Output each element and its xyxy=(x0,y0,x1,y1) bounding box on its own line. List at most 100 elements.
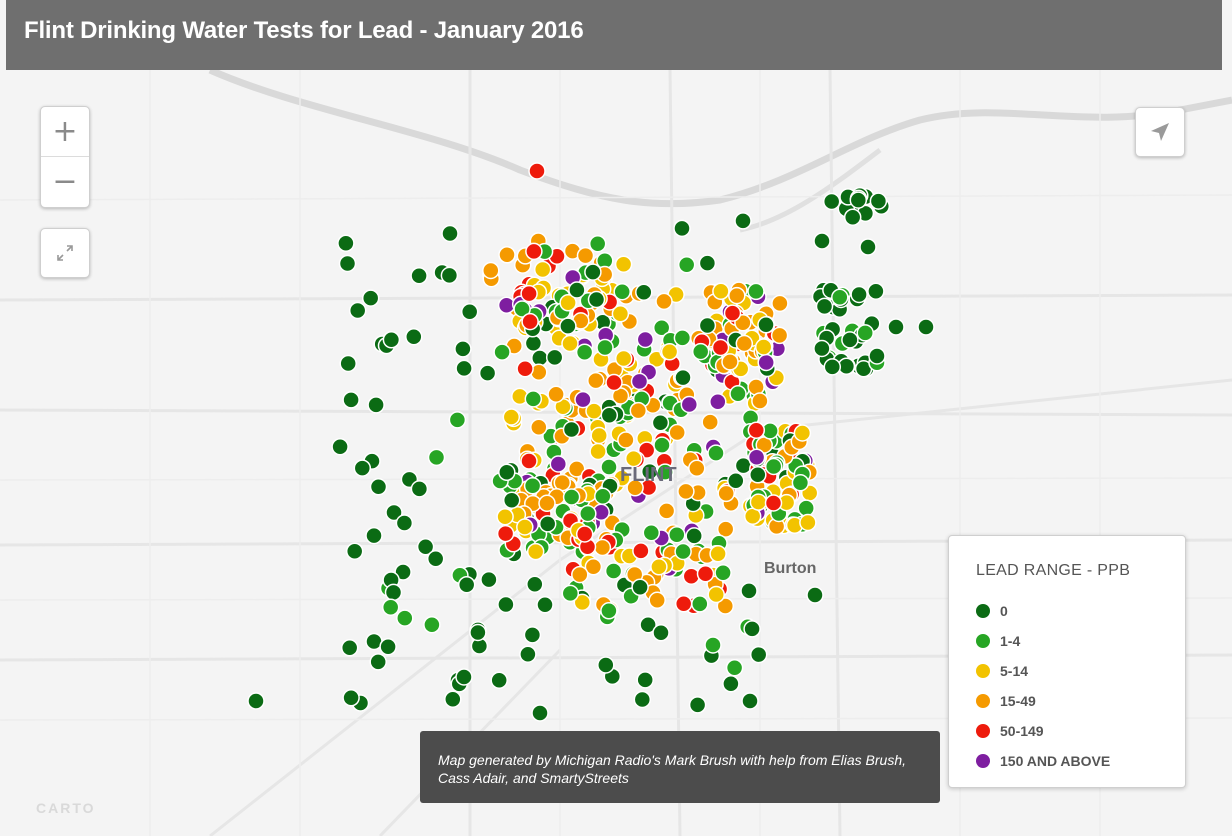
lead-test-marker[interactable] xyxy=(367,396,385,414)
lead-test-marker[interactable] xyxy=(513,300,531,318)
lead-test-marker[interactable] xyxy=(747,448,766,467)
lead-test-marker[interactable] xyxy=(843,208,862,226)
lead-test-marker[interactable] xyxy=(611,305,630,323)
lead-test-marker[interactable] xyxy=(657,502,676,520)
lead-test-marker[interactable] xyxy=(856,324,874,342)
lead-test-marker[interactable] xyxy=(668,525,686,544)
lead-test-marker[interactable] xyxy=(707,444,725,462)
lead-test-marker[interactable] xyxy=(741,692,759,710)
lead-test-marker[interactable] xyxy=(385,503,403,522)
lead-test-marker[interactable] xyxy=(728,286,746,305)
lead-test-marker[interactable] xyxy=(729,385,747,403)
lead-test-marker[interactable] xyxy=(478,364,497,382)
lead-test-marker[interactable] xyxy=(454,340,472,358)
lead-test-marker[interactable] xyxy=(600,406,619,425)
lead-test-marker[interactable] xyxy=(725,658,744,677)
zoom-out-button[interactable]: − xyxy=(52,164,78,199)
lead-test-marker[interactable] xyxy=(698,316,717,335)
lead-test-marker[interactable] xyxy=(342,689,360,707)
lead-test-marker[interactable] xyxy=(369,478,388,496)
lead-test-marker[interactable] xyxy=(519,645,537,663)
lead-test-marker[interactable] xyxy=(594,487,612,505)
lead-test-marker[interactable] xyxy=(635,283,653,302)
lead-test-marker[interactable] xyxy=(639,615,657,634)
lead-test-marker[interactable] xyxy=(648,591,666,610)
lead-test-marker[interactable] xyxy=(813,232,831,250)
lead-test-marker[interactable] xyxy=(528,162,546,180)
lead-test-marker[interactable] xyxy=(747,282,765,301)
lead-test-marker[interactable] xyxy=(410,266,428,285)
lead-test-marker[interactable] xyxy=(887,318,905,336)
lead-test-marker[interactable] xyxy=(650,558,668,576)
lead-test-marker[interactable] xyxy=(701,413,719,431)
lead-test-marker[interactable] xyxy=(538,494,556,513)
lead-test-marker[interactable] xyxy=(651,414,670,432)
lead-test-marker[interactable] xyxy=(764,494,783,512)
lead-test-marker[interactable] xyxy=(630,372,649,391)
lead-test-marker[interactable] xyxy=(600,602,618,620)
lead-test-marker[interactable] xyxy=(340,639,359,657)
lead-test-marker[interactable] xyxy=(653,436,671,454)
lead-test-marker[interactable] xyxy=(674,542,692,561)
lead-test-marker[interactable] xyxy=(791,473,810,492)
lead-test-marker[interactable] xyxy=(764,457,783,476)
lead-test-marker[interactable] xyxy=(338,254,357,273)
lead-test-marker[interactable] xyxy=(426,549,445,568)
lead-test-marker[interactable] xyxy=(797,499,815,517)
lead-test-marker[interactable] xyxy=(642,523,661,542)
lead-test-marker[interactable] xyxy=(652,319,671,337)
lead-test-marker[interactable] xyxy=(604,562,623,580)
lead-test-marker[interactable] xyxy=(749,645,768,664)
lead-test-marker[interactable] xyxy=(559,317,577,335)
lead-test-marker[interactable] xyxy=(469,623,487,642)
lead-test-marker[interactable] xyxy=(562,420,581,439)
lead-test-marker[interactable] xyxy=(723,304,742,322)
lead-test-marker[interactable] xyxy=(626,479,644,497)
lead-test-marker[interactable] xyxy=(516,518,534,536)
lead-test-marker[interactable] xyxy=(596,338,614,357)
lead-test-marker[interactable] xyxy=(525,242,543,261)
lead-test-marker[interactable] xyxy=(709,393,727,411)
lead-test-marker[interactable] xyxy=(575,525,594,543)
lead-test-marker[interactable] xyxy=(680,395,699,414)
lead-test-marker[interactable] xyxy=(530,418,548,437)
lead-test-marker[interactable] xyxy=(588,234,607,253)
lead-test-marker[interactable] xyxy=(631,578,649,596)
lead-test-marker[interactable] xyxy=(673,219,691,238)
lead-test-marker[interactable] xyxy=(813,339,831,358)
lead-test-marker[interactable] xyxy=(410,480,429,498)
lead-test-marker[interactable] xyxy=(482,261,500,280)
lead-test-marker[interactable] xyxy=(384,583,403,602)
lead-test-marker[interactable] xyxy=(617,431,635,449)
lead-test-marker[interactable] xyxy=(516,360,534,378)
lead-test-marker[interactable] xyxy=(571,565,589,584)
lead-test-marker[interactable] xyxy=(691,342,710,361)
lead-test-marker[interactable] xyxy=(394,563,412,581)
lead-test-marker[interactable] xyxy=(614,349,633,368)
lead-test-marker[interactable] xyxy=(656,463,674,481)
lead-test-marker[interactable] xyxy=(717,484,735,503)
lead-test-marker[interactable] xyxy=(545,348,564,367)
zoom-in-button[interactable]: + xyxy=(41,107,89,157)
lead-test-marker[interactable] xyxy=(559,294,577,312)
lead-test-marker[interactable] xyxy=(574,390,592,409)
lead-test-marker[interactable] xyxy=(353,459,372,477)
lead-test-marker[interactable] xyxy=(396,609,414,627)
lead-test-marker[interactable] xyxy=(770,326,789,345)
lead-test-marker[interactable] xyxy=(600,458,618,476)
lead-test-marker[interactable] xyxy=(636,671,654,689)
lead-test-marker[interactable] xyxy=(727,471,745,490)
lead-test-marker[interactable] xyxy=(568,281,586,299)
lead-test-marker[interactable] xyxy=(757,316,775,334)
lead-test-marker[interactable] xyxy=(561,584,580,603)
lead-test-marker[interactable] xyxy=(722,674,740,693)
lead-test-marker[interactable] xyxy=(524,390,543,408)
lead-test-marker[interactable] xyxy=(381,598,400,616)
lead-test-marker[interactable] xyxy=(549,455,568,473)
lead-test-marker[interactable] xyxy=(455,359,473,378)
lead-test-marker[interactable] xyxy=(247,692,265,710)
lead-test-marker[interactable] xyxy=(868,347,886,365)
lead-test-marker[interactable] xyxy=(747,421,766,439)
lead-test-marker[interactable] xyxy=(707,585,725,604)
lead-test-marker[interactable] xyxy=(455,668,473,686)
